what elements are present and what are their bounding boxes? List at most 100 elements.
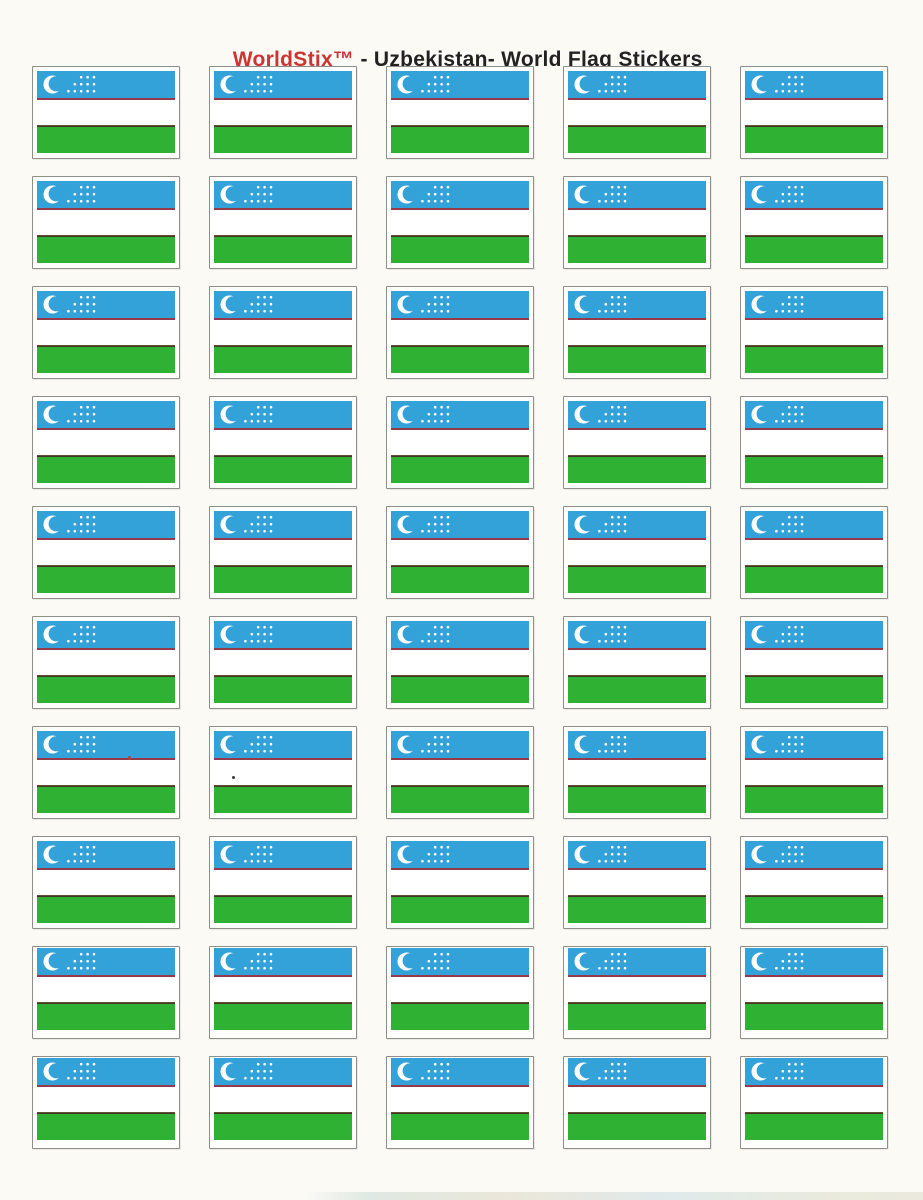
flag-blue-stripe: [568, 71, 706, 98]
flag-blue-stripe: [391, 948, 529, 975]
crescent-and-stars-icon: [43, 1062, 96, 1081]
flag-green-stripe: [745, 1004, 883, 1030]
flag-white-stripe: [37, 430, 175, 455]
flag-red-fimbriation-top: [214, 1085, 352, 1087]
flag-red-fimbriation-top: [568, 648, 706, 650]
uzbekistan-flag: [214, 511, 352, 593]
uzbekistan-flag: [391, 291, 529, 373]
flag-green-stripe: [568, 787, 706, 813]
flag-blue-stripe: [568, 621, 706, 648]
flag-white-stripe: [391, 1087, 529, 1112]
uzbekistan-flag: [214, 71, 352, 153]
flag-red-fimbriation-bottom: [214, 345, 352, 347]
flag-green-stripe: [568, 897, 706, 923]
flag-green-stripe: [745, 677, 883, 703]
uzbekistan-flag: [37, 841, 175, 923]
flag-sticker: [740, 396, 888, 489]
flag-blue-stripe: [568, 841, 706, 868]
flag-red-fimbriation-bottom: [214, 125, 352, 127]
flag-red-fimbriation-top: [214, 648, 352, 650]
flag-red-fimbriation-bottom: [568, 1112, 706, 1114]
uzbekistan-flag: [37, 621, 175, 703]
flag-blue-stripe: [214, 181, 352, 208]
flag-green-stripe: [391, 677, 529, 703]
flag-sticker: [740, 946, 888, 1039]
flag-white-stripe: [37, 210, 175, 235]
flag-white-stripe: [391, 320, 529, 345]
flag-blue-stripe: [568, 181, 706, 208]
flag-red-fimbriation-bottom: [568, 345, 706, 347]
flag-sticker: [32, 396, 180, 489]
flag-sticker: [209, 726, 357, 819]
flag-sticker: [386, 396, 534, 489]
flag-red-fimbriation-bottom: [745, 235, 883, 237]
flag-red-fimbriation-bottom: [37, 345, 175, 347]
flag-blue-stripe: [745, 948, 883, 975]
flag-red-fimbriation-top: [37, 98, 175, 100]
flag-sticker: [563, 836, 711, 929]
flag-green-stripe: [37, 237, 175, 263]
flag-green-stripe: [37, 897, 175, 923]
brand-name: WorldStix™: [232, 48, 355, 71]
flag-sticker: [386, 286, 534, 379]
uzbekistan-flag: [391, 181, 529, 263]
flag-sticker: [563, 616, 711, 709]
flag-sticker: [740, 286, 888, 379]
flag-red-fimbriation-bottom: [214, 1112, 352, 1114]
flag-red-fimbriation-top: [391, 538, 529, 540]
flag-red-fimbriation-top: [391, 318, 529, 320]
crescent-and-stars-icon: [397, 185, 450, 204]
flag-green-stripe: [745, 127, 883, 153]
flag-red-fimbriation-top: [37, 538, 175, 540]
flag-sticker: [32, 1056, 180, 1149]
flag-sticker: [386, 616, 534, 709]
crescent-and-stars-icon: [220, 735, 273, 754]
flag-red-fimbriation-top: [391, 208, 529, 210]
flag-red-fimbriation-bottom: [745, 565, 883, 567]
crescent-and-stars-icon: [43, 952, 96, 971]
flag-green-stripe: [745, 457, 883, 483]
crescent-and-stars-icon: [751, 405, 804, 424]
flag-red-fimbriation-bottom: [214, 565, 352, 567]
flag-green-stripe: [37, 677, 175, 703]
flag-red-fimbriation-bottom: [745, 1112, 883, 1114]
flag-white-stripe: [214, 540, 352, 565]
flag-green-stripe: [568, 677, 706, 703]
flag-sticker: [740, 1056, 888, 1149]
flag-blue-stripe: [37, 731, 175, 758]
flag-white-stripe: [391, 760, 529, 785]
flag-green-stripe: [214, 567, 352, 593]
flag-sticker: [740, 726, 888, 819]
flag-green-stripe: [37, 787, 175, 813]
flag-green-stripe: [568, 1004, 706, 1030]
flag-red-fimbriation-bottom: [214, 895, 352, 897]
crescent-and-stars-icon: [220, 75, 273, 94]
flag-white-stripe: [745, 1087, 883, 1112]
flag-white-stripe: [745, 320, 883, 345]
crescent-and-stars-icon: [397, 1062, 450, 1081]
uzbekistan-flag: [568, 621, 706, 703]
flag-sticker: [209, 66, 357, 159]
flag-sticker: [32, 726, 180, 819]
flag-green-stripe: [214, 677, 352, 703]
flag-red-fimbriation-top: [391, 1085, 529, 1087]
crescent-and-stars-icon: [751, 625, 804, 644]
crescent-and-stars-icon: [751, 845, 804, 864]
flag-red-fimbriation-bottom: [745, 1002, 883, 1004]
uzbekistan-flag: [568, 1058, 706, 1140]
page-title: WorldStix™ - Uzbekistan- World Flag Stic…: [0, 24, 923, 72]
uzbekistan-flag: [391, 401, 529, 483]
flag-red-fimbriation-top: [37, 758, 175, 760]
flag-sticker: [386, 946, 534, 1039]
flag-blue-stripe: [37, 1058, 175, 1085]
flag-white-stripe: [745, 430, 883, 455]
flag-white-stripe: [214, 760, 352, 785]
flag-white-stripe: [37, 977, 175, 1002]
flag-white-stripe: [37, 1087, 175, 1112]
crescent-and-stars-icon: [751, 735, 804, 754]
scan-speck: [128, 756, 131, 760]
flag-blue-stripe: [391, 621, 529, 648]
uzbekistan-flag: [214, 401, 352, 483]
flag-green-stripe: [568, 237, 706, 263]
flag-white-stripe: [568, 1087, 706, 1112]
